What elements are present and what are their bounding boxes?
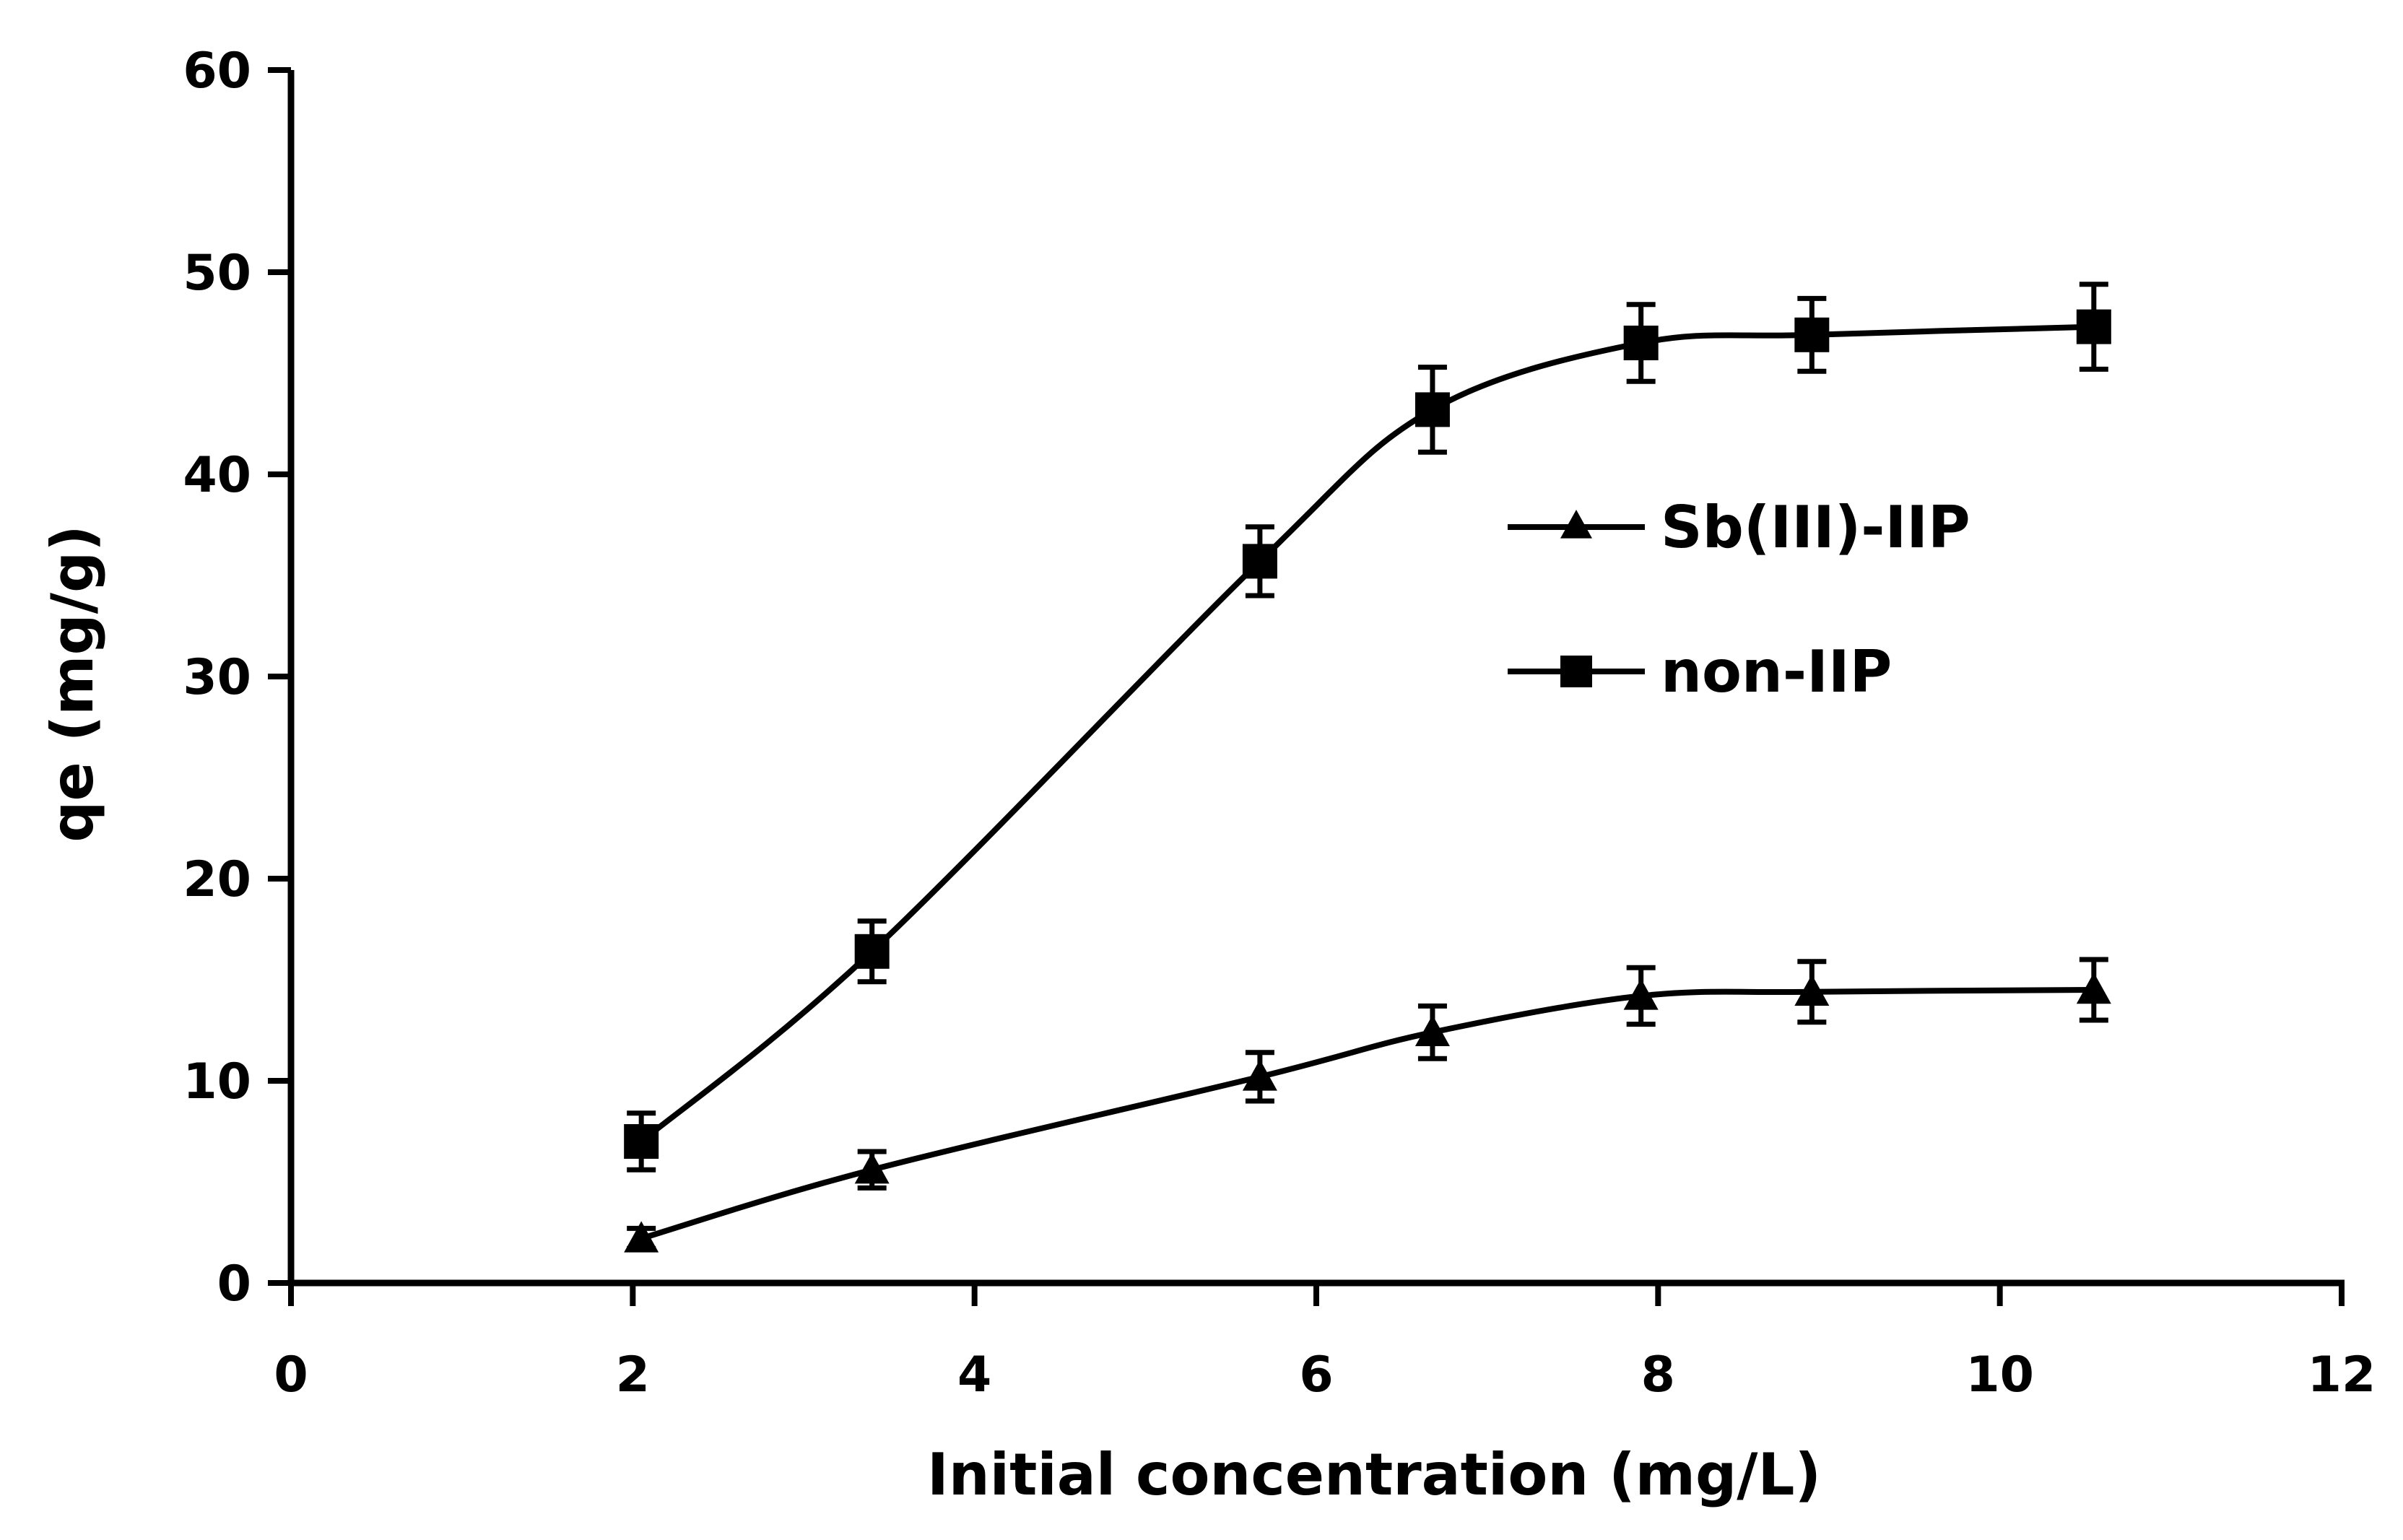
legend-label-sb-iip: Sb(III)-IIP — [1661, 494, 1970, 561]
x-tick-label: 10 — [1965, 1347, 2034, 1404]
data-point-square — [1623, 326, 1659, 360]
data-point-square — [2076, 309, 2111, 344]
series-non-iip — [624, 282, 2111, 1173]
series-layer — [624, 282, 2111, 1253]
y-tick-label: 40 — [183, 447, 251, 504]
x-tick-label: 0 — [274, 1347, 308, 1404]
x-tick-label: 4 — [957, 1347, 991, 1404]
data-point-triangle — [854, 1152, 890, 1184]
y-tick-label: 60 — [183, 43, 251, 100]
data-point-square — [854, 934, 890, 969]
data-point-triangle — [2076, 973, 2111, 1004]
series-line — [639, 323, 2094, 1144]
data-point-triangle — [1623, 978, 1659, 1010]
y-tick-label: 0 — [217, 1256, 251, 1313]
data-point-square — [624, 1124, 659, 1159]
x-tick-label: 6 — [1299, 1347, 1333, 1404]
data-point-square — [1242, 544, 1277, 579]
y-tick-label: 20 — [183, 851, 251, 908]
x-tick-label: 12 — [2308, 1347, 2376, 1404]
data-point-triangle — [1794, 974, 1830, 1006]
x-tick-label: 2 — [616, 1347, 650, 1404]
x-tick-label: 8 — [1641, 1347, 1675, 1404]
x-axis-title: Initial concentration (mg/L) — [927, 1441, 1821, 1508]
data-point-triangle — [1415, 1014, 1450, 1046]
y-tick-label: 30 — [183, 649, 251, 706]
data-point-triangle — [624, 1221, 659, 1253]
data-point-triangle — [1242, 1059, 1277, 1091]
legend: Sb(III)-IIP non-IIP — [1508, 494, 1970, 705]
legend-label-non-iip: non-IIP — [1661, 638, 1892, 705]
data-point-square — [1794, 317, 1830, 352]
series-sb-iip — [624, 957, 2111, 1253]
y-tick-label: 50 — [183, 245, 251, 302]
series-line — [640, 987, 2094, 1242]
y-tick-label: 10 — [183, 1053, 251, 1110]
legend-square-marker — [1560, 656, 1592, 687]
data-point-square — [1415, 392, 1450, 427]
legend-triangle-marker — [1560, 510, 1592, 539]
y-axis-title: qe (mg/g) — [39, 525, 106, 843]
axes: 0 10 20 30 40 50 60 0 2 4 6 8 10 12 — [183, 43, 2376, 1404]
